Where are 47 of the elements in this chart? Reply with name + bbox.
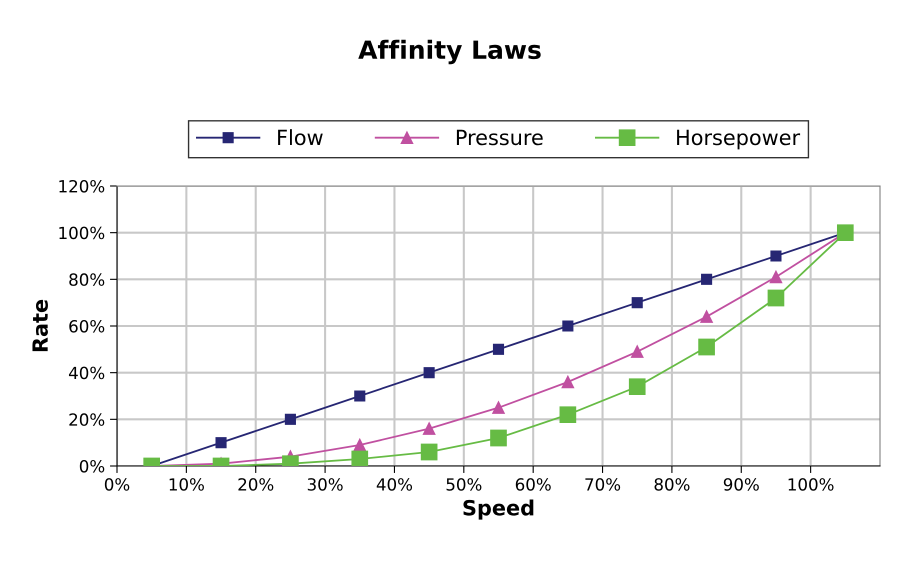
point <box>424 367 435 378</box>
point <box>770 270 782 284</box>
y-tick-label: 60% <box>69 320 104 333</box>
x-tick-label: 0% <box>104 478 130 491</box>
legend-label: Pressure <box>456 130 543 146</box>
x-tick-label: 20% <box>238 478 274 491</box>
x-tick-label: 90% <box>724 478 759 491</box>
point <box>562 320 574 332</box>
point <box>354 438 366 452</box>
x-tick-label: 70% <box>585 478 620 491</box>
point <box>284 414 296 425</box>
point <box>560 406 576 423</box>
point <box>354 390 366 402</box>
chart-title: Affinity Laws <box>358 40 541 64</box>
point <box>492 401 505 414</box>
x-tick-label: 50% <box>446 478 482 491</box>
point <box>698 338 715 356</box>
point <box>562 376 574 388</box>
point <box>700 310 713 323</box>
x-tick-label: 100% <box>788 478 834 491</box>
point <box>628 378 646 395</box>
point <box>630 345 644 358</box>
y-tick-label: 100% <box>59 226 104 240</box>
y-tick-label: 120% <box>59 180 104 193</box>
x-tick-label: 30% <box>308 478 343 491</box>
point <box>490 430 507 446</box>
y-axis-title: Rate <box>32 300 48 352</box>
point <box>770 250 782 262</box>
legend-label: Flow <box>278 129 323 146</box>
y-tick-label: 40% <box>68 366 104 380</box>
point <box>492 344 504 355</box>
x-tick-label: 60% <box>516 478 551 491</box>
y-tick-label: 0% <box>80 460 104 473</box>
x-tick-label: 80% <box>654 478 690 491</box>
point <box>422 422 436 435</box>
point <box>351 450 368 466</box>
x-tick-label: 10% <box>170 478 204 491</box>
point <box>420 444 438 460</box>
x-axis-title: Speed <box>463 499 534 520</box>
y-tick-label: 20% <box>69 413 104 426</box>
point <box>768 290 784 306</box>
point <box>215 437 227 448</box>
legend-label: Horsepower <box>677 130 800 150</box>
point <box>701 274 712 285</box>
x-tick-label: 40% <box>376 478 412 491</box>
point <box>632 297 643 308</box>
y-tick-label: 80% <box>69 273 104 286</box>
